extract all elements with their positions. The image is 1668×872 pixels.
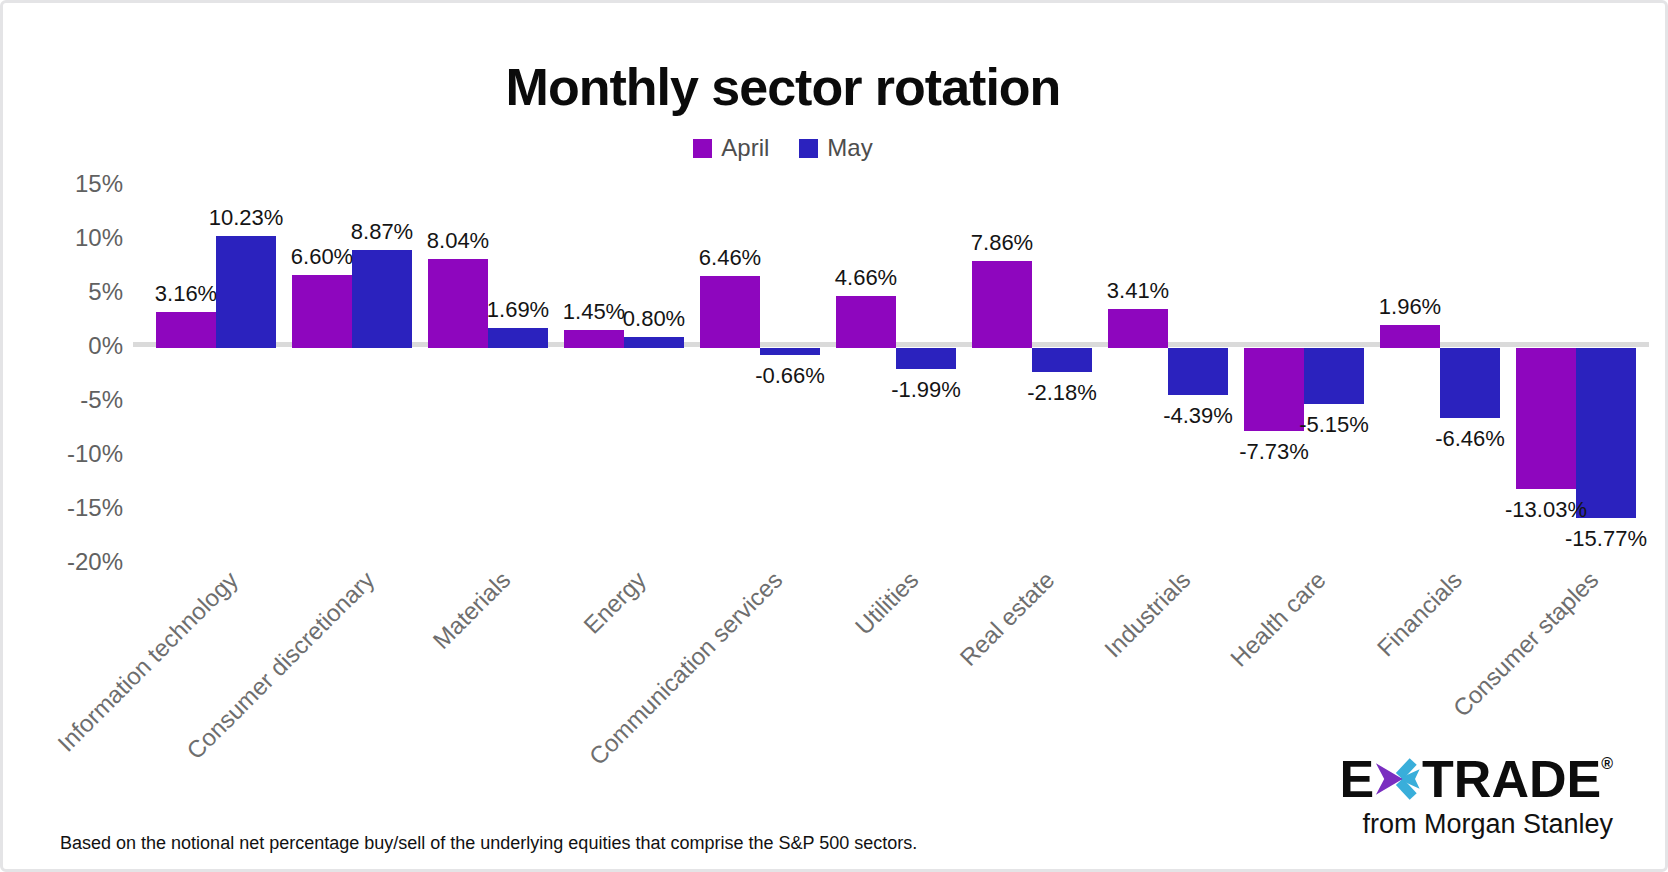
value-label: -5.15% xyxy=(1269,412,1399,438)
value-label: 8.04% xyxy=(393,228,523,254)
value-label: 7.86% xyxy=(937,230,1067,256)
y-axis-tick: 15% xyxy=(15,170,123,198)
value-label: 0.80% xyxy=(589,306,719,332)
value-label: 1.96% xyxy=(1345,294,1475,320)
x-axis-label: Financials xyxy=(1372,566,1468,662)
y-axis-tick: 10% xyxy=(15,224,123,252)
bar-may-10 xyxy=(1576,348,1636,518)
value-label: -0.66% xyxy=(725,363,855,389)
logo-tagline: from Morgan Stanley xyxy=(1362,809,1613,840)
bar-april-0 xyxy=(156,312,216,348)
bar-chart-plot-area: 15%10%5%0%-5%-10%-15%-20%3.16%10.23%Info… xyxy=(3,3,1665,869)
bar-april-1 xyxy=(292,275,352,348)
y-axis-tick: 5% xyxy=(15,278,123,306)
value-label: 10.23% xyxy=(181,205,311,231)
x-axis-label: Energy xyxy=(578,566,652,640)
etrade-logo: E TRADE ® from Morgan Stanley xyxy=(1339,753,1613,840)
x-axis-label: Health care xyxy=(1225,566,1332,673)
bar-may-4 xyxy=(760,348,820,355)
value-label: 3.41% xyxy=(1073,278,1203,304)
bar-may-3 xyxy=(624,337,684,348)
bar-may-8 xyxy=(1304,348,1364,404)
bar-april-10 xyxy=(1516,348,1576,489)
bar-april-3 xyxy=(564,330,624,348)
bar-may-2 xyxy=(488,328,548,348)
y-axis-tick: -10% xyxy=(15,440,123,468)
value-label: -4.39% xyxy=(1133,403,1263,429)
etrade-star-icon xyxy=(1375,756,1421,802)
logo-brand-right: TRADE xyxy=(1422,753,1601,805)
registered-trademark: ® xyxy=(1601,755,1613,773)
x-axis-label: Real estate xyxy=(954,566,1060,672)
bar-may-5 xyxy=(896,348,956,369)
x-axis-label: Consumer staples xyxy=(1447,566,1604,723)
footnote: Based on the notional net percentage buy… xyxy=(60,833,917,854)
y-axis-tick: -20% xyxy=(15,548,123,576)
bar-april-7 xyxy=(1108,309,1168,348)
x-axis-label: Materials xyxy=(427,566,516,655)
x-axis-label: Industrials xyxy=(1099,566,1196,663)
value-label: -15.77% xyxy=(1541,526,1668,552)
logo-brand-left: E xyxy=(1339,753,1374,805)
value-label: 3.16% xyxy=(121,281,251,307)
value-label: -13.03% xyxy=(1481,497,1611,523)
bar-may-7 xyxy=(1168,348,1228,395)
y-axis-tick: 0% xyxy=(15,332,123,360)
bar-may-6 xyxy=(1032,348,1092,372)
bar-april-5 xyxy=(836,296,896,348)
value-label: -7.73% xyxy=(1209,439,1339,465)
chart-card: Monthly sector rotation AprilMay 15%10%5… xyxy=(0,0,1668,872)
x-axis-label: Utilities xyxy=(849,566,923,640)
value-label: 6.46% xyxy=(665,245,795,271)
value-label: 4.66% xyxy=(801,265,931,291)
value-label: -6.46% xyxy=(1405,426,1535,452)
bar-april-9 xyxy=(1380,325,1440,348)
value-label: -1.99% xyxy=(861,377,991,403)
bar-april-6 xyxy=(972,261,1032,348)
y-axis-tick: -5% xyxy=(15,386,123,414)
y-axis-tick: -15% xyxy=(15,494,123,522)
bar-may-9 xyxy=(1440,348,1500,418)
value-label: 6.60% xyxy=(257,244,387,270)
value-label: -2.18% xyxy=(997,380,1127,406)
